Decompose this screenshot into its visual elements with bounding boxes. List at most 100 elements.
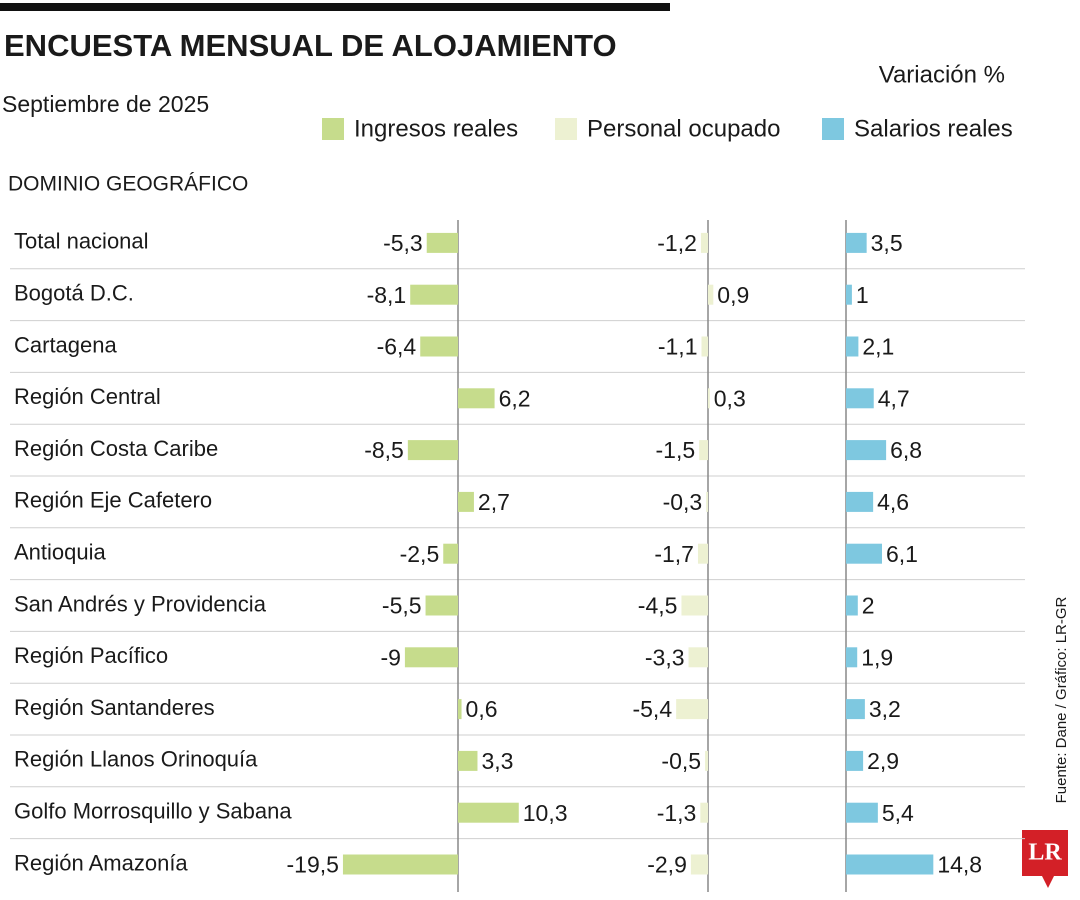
category-label: Antioquia xyxy=(14,540,107,565)
bar xyxy=(443,543,458,564)
value-label: -19,5 xyxy=(287,852,339,878)
bar xyxy=(458,491,474,512)
value-label: -2,9 xyxy=(647,852,687,878)
bar xyxy=(846,647,858,668)
top-rule xyxy=(0,3,670,11)
bar xyxy=(846,284,852,305)
value-label: 0,6 xyxy=(466,696,498,722)
bar xyxy=(410,284,458,305)
value-label: 3,5 xyxy=(871,230,903,256)
value-label: 3,3 xyxy=(481,748,513,774)
bar xyxy=(846,232,867,253)
value-label: 14,8 xyxy=(937,852,982,878)
bar xyxy=(846,750,864,771)
value-label: -5,5 xyxy=(382,593,422,619)
bar xyxy=(697,543,708,564)
bar xyxy=(458,388,495,409)
legend-label: Ingresos reales xyxy=(354,115,518,142)
bar xyxy=(846,491,874,512)
category-label: Región Eje Cafetero xyxy=(14,488,212,513)
bar xyxy=(700,802,708,823)
value-label: -0,3 xyxy=(663,489,703,515)
value-label: -2,5 xyxy=(400,541,440,567)
bar xyxy=(404,647,458,668)
value-label: 2,7 xyxy=(478,489,510,515)
bar xyxy=(846,388,874,409)
bar xyxy=(708,388,710,409)
category-header: DOMINIO GEOGRÁFICO xyxy=(8,173,248,196)
value-label: 4,7 xyxy=(878,385,910,411)
bar xyxy=(425,595,458,616)
bar xyxy=(846,854,934,875)
bar xyxy=(846,699,865,720)
category-label: Región Central xyxy=(14,384,161,409)
value-label: 2,1 xyxy=(862,334,894,360)
category-label: Región Llanos Orinoquía xyxy=(14,747,258,772)
category-label: Bogotá D.C. xyxy=(14,281,134,306)
bar xyxy=(846,802,878,823)
value-label: 0,9 xyxy=(717,282,749,308)
value-label: -3,3 xyxy=(645,644,685,670)
source: Fuente: Dane / Gráfico: LR-GR xyxy=(1053,596,1070,803)
bar xyxy=(426,232,458,253)
bar xyxy=(676,699,708,720)
bar xyxy=(846,440,887,461)
bar xyxy=(681,595,708,616)
category-label: Región Santanderes xyxy=(14,695,215,720)
bar xyxy=(705,750,708,771)
value-label: -1,2 xyxy=(657,230,697,256)
value-label: -4,5 xyxy=(638,593,678,619)
category-label: Golfo Morrosquillo y Sabana xyxy=(14,799,292,824)
value-label: 6,2 xyxy=(499,385,531,411)
category-label: Total nacional xyxy=(14,229,149,254)
value-label: -6,4 xyxy=(377,334,417,360)
category-label: Región Pacífico xyxy=(14,643,168,668)
legend-swatch xyxy=(822,118,844,140)
bar xyxy=(700,232,708,253)
value-label: 10,3 xyxy=(523,800,568,826)
bar xyxy=(342,854,458,875)
value-label: 1 xyxy=(856,282,869,308)
bar xyxy=(407,440,458,461)
category-label: Cartagena xyxy=(14,332,118,357)
value-label: 3,2 xyxy=(869,696,901,722)
value-label: -8,1 xyxy=(367,282,407,308)
value-label: 2,9 xyxy=(867,748,899,774)
value-label: 1,9 xyxy=(861,644,893,670)
bar xyxy=(846,595,858,616)
value-label: -5,4 xyxy=(632,696,672,722)
value-label: -1,1 xyxy=(658,334,698,360)
bar xyxy=(701,336,708,357)
bar xyxy=(706,491,708,512)
category-label: Región Amazonía xyxy=(14,850,188,875)
legend-swatch xyxy=(555,118,577,140)
bar xyxy=(699,440,708,461)
legend-swatch xyxy=(322,118,344,140)
bar xyxy=(458,802,519,823)
category-label: San Andrés y Providencia xyxy=(14,591,267,616)
value-label: 4,6 xyxy=(877,489,909,515)
bar xyxy=(458,699,462,720)
legend-label: Salarios reales xyxy=(854,115,1013,142)
bar xyxy=(688,647,708,668)
value-label: -1,5 xyxy=(656,437,696,463)
unit-label: Variación % xyxy=(879,61,1005,88)
bar xyxy=(708,284,714,305)
category-label: Región Costa Caribe xyxy=(14,436,218,461)
logo-tail xyxy=(1042,876,1054,888)
subtitle: Septiembre de 2025 xyxy=(2,91,209,117)
value-label: 6,8 xyxy=(890,437,922,463)
legend-label: Personal ocupado xyxy=(587,115,780,142)
value-label: 0,3 xyxy=(714,385,746,411)
chart-title: ENCUESTA MENSUAL DE ALOJAMIENTO xyxy=(4,28,617,63)
value-label: 2 xyxy=(862,593,875,619)
value-label: -5,3 xyxy=(383,230,423,256)
bar xyxy=(420,336,458,357)
value-label: -1,7 xyxy=(654,541,694,567)
value-label: 5,4 xyxy=(882,800,914,826)
value-label: -9 xyxy=(380,644,400,670)
bar xyxy=(846,336,859,357)
logo: LR xyxy=(1028,840,1062,866)
bar xyxy=(690,854,708,875)
